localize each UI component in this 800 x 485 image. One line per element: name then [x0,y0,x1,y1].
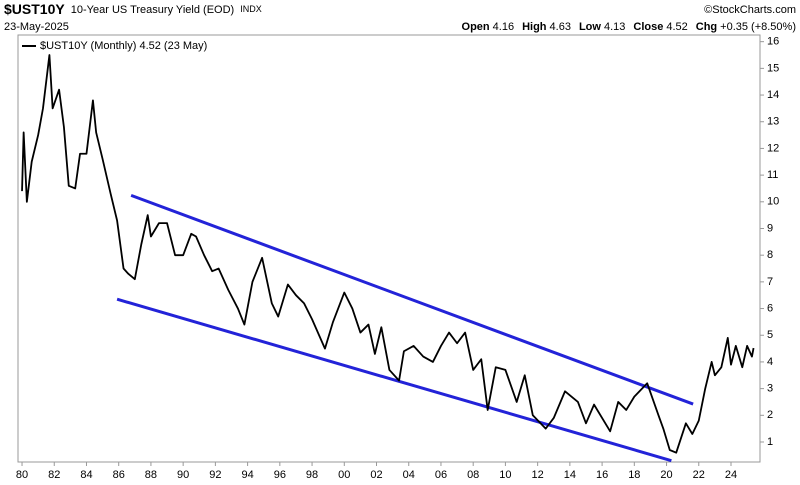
x-tick-label: 84 [80,469,92,481]
x-tick-label: 12 [532,469,544,481]
quote-value: 4.63 [550,21,571,33]
x-tick-label: 14 [564,469,576,481]
legend: $UST10Y (Monthly) 4.52 (23 May) [40,40,207,52]
series-line [21,54,755,454]
y-tick-label: 7 [767,276,773,288]
y-tick-label: 11 [767,169,778,181]
x-tick-label: 92 [209,469,221,481]
x-tick-label: 96 [274,469,286,481]
x-tick-label: 02 [370,469,382,481]
quote-label: Open [462,21,490,33]
date: 23-May-2025 [4,21,69,33]
x-tick-label: 06 [435,469,447,481]
y-tick-label: 6 [767,302,773,314]
x-tick-label: 82 [48,469,60,481]
x-tick-label: 98 [306,469,318,481]
x-tick-label: 18 [628,469,640,481]
quote-label: Low [579,21,601,33]
y-tick-label: 16 [767,36,779,48]
quote-value: 4.16 [493,21,514,33]
symbol: $UST10Y [4,1,65,17]
exchange: INDX [240,4,262,14]
x-tick-label: 00 [338,469,350,481]
source: ©StockCharts.com [704,4,796,16]
y-tick-label: 2 [767,409,773,421]
x-tick-label: 94 [241,469,253,481]
trend-line [116,297,672,462]
y-tick-label: 5 [767,329,773,341]
x-tick-label: 86 [113,469,125,481]
y-tick-label: 13 [767,116,779,128]
y-tick-label: 12 [767,142,779,154]
y-tick-label: 8 [767,249,773,261]
x-tick-label: 20 [660,469,672,481]
x-tick-label: 24 [725,469,737,481]
x-tick-label: 80 [16,469,28,481]
y-tick-label: 14 [767,89,779,101]
quote-label: Close [633,21,663,33]
y-tick-label: 10 [767,196,779,208]
y-tick-label: 4 [767,356,773,368]
y-tick-label: 9 [767,222,773,234]
header: $UST10Y 10-Year US Treasury Yield (EOD) … [4,1,262,17]
name: 10-Year US Treasury Yield (EOD) [71,4,234,16]
quote-label: High [522,21,547,33]
y-tick-label: 1 [767,436,773,448]
quote-value: 4.52 [666,21,687,33]
plot-frame [17,34,761,463]
quote-value: +0.35 (+8.50%) [720,21,796,33]
trend-line [130,193,694,406]
y-tick-label: 3 [767,383,773,395]
x-tick-label: 16 [596,469,608,481]
quote: Open 4.16 High 4.63 Low 4.13 Close 4.52 Chg +0.35… [462,21,796,33]
x-tick-label: 22 [693,469,705,481]
x-tick-label: 10 [499,469,511,481]
y-tick-label: 15 [767,62,779,74]
x-tick-label: 90 [177,469,189,481]
quote-value: 4.13 [604,21,625,33]
x-tick-label: 04 [403,469,415,481]
x-tick-label: 88 [145,469,157,481]
quote-label: Chg [696,21,717,33]
x-tick-label: 08 [467,469,479,481]
